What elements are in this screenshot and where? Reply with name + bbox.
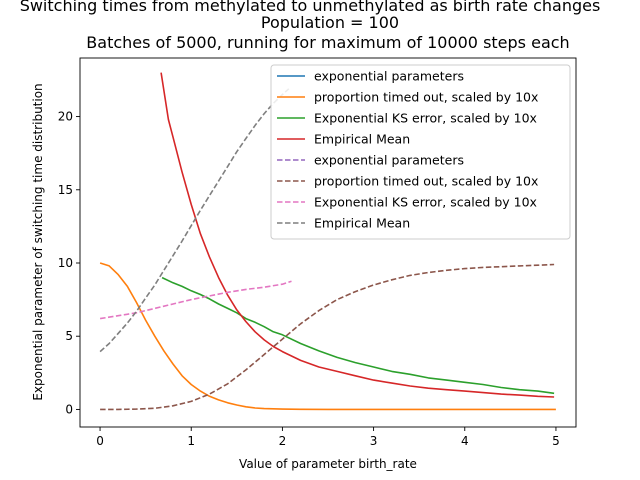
x-axis-label: Value of parameter birth_rate	[239, 457, 417, 471]
y-tick-label: 0	[65, 402, 73, 416]
legend: exponential parameters proportion timed o…	[270, 64, 571, 240]
series-line-2	[161, 276, 555, 395]
legend-box	[270, 64, 571, 240]
series-line-6	[99, 280, 292, 320]
legend-label-2: Exponential KS error, scaled by 10x	[314, 111, 537, 126]
y-tick-label: 20	[58, 110, 73, 124]
series-line-5	[100, 263, 555, 411]
y-tick-label: 15	[58, 183, 73, 197]
legend-label-7: Empirical Mean	[314, 216, 410, 231]
y-tick-label: 5	[65, 329, 73, 343]
axes-frame	[79, 57, 577, 428]
series-line-3	[160, 72, 555, 398]
legend-label-3: Empirical Mean	[314, 132, 410, 147]
chart-title-line-1: Switching times from methylated to unmet…	[20, 0, 601, 15]
plot-area: 0 1 2 3 4 5 0 5 10 15 20	[58, 57, 577, 448]
chart-title-line-2: Population = 100	[261, 13, 399, 32]
x-tick-label: 1	[187, 434, 195, 448]
x-tick-label: 0	[96, 434, 104, 448]
legend-label-5: proportion timed out, scaled by 10x	[314, 174, 538, 189]
legend-label-0: exponential parameters	[314, 69, 464, 84]
y-axis-label: Exponential parameter of switching time …	[31, 83, 45, 400]
legend-label-1: proportion timed out, scaled by 10x	[314, 90, 538, 105]
legend-label-6: Exponential KS error, scaled by 10x	[314, 195, 537, 210]
x-tick-label: 4	[461, 434, 469, 448]
x-tick-label: 2	[279, 434, 287, 448]
chart-title-line-3: Batches of 5000, running for maximum of …	[86, 33, 569, 52]
x-tick-label: 3	[370, 434, 378, 448]
y-tick-label: 10	[58, 256, 73, 270]
x-tick-label: 5	[552, 434, 560, 448]
legend-label-4: exponential parameters	[314, 153, 464, 168]
series-line-7	[99, 88, 290, 353]
